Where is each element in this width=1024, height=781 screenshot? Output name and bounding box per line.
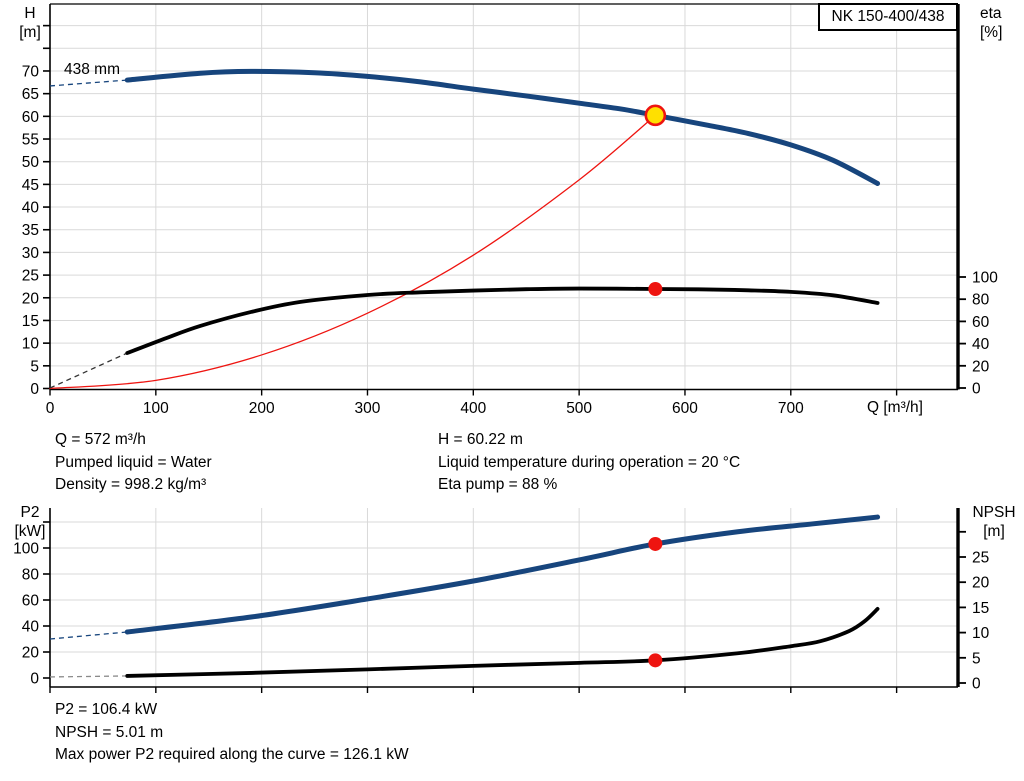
op-pumped-liquid: Pumped liquid = Water <box>55 453 212 471</box>
svg-text:55: 55 <box>22 132 39 149</box>
svg-text:15: 15 <box>22 313 39 330</box>
svg-text:0: 0 <box>46 400 55 417</box>
h-curve-dashed-lead <box>49 79 128 87</box>
svg-text:20: 20 <box>972 358 990 375</box>
svg-text:65: 65 <box>22 86 39 103</box>
npsh-axis-label: NPSH [m] <box>966 503 1022 541</box>
svg-text:20: 20 <box>22 645 40 662</box>
svg-text:5: 5 <box>30 358 39 375</box>
svg-text:25: 25 <box>972 550 989 567</box>
result-max-power: Max power P2 required along the curve = … <box>55 746 409 763</box>
chart-tick-labels: 0510152025303540455055606570020406080100… <box>22 63 998 417</box>
duty-point-npsh <box>648 653 663 668</box>
p2-axis-label: P2 [kW] <box>10 503 50 541</box>
operating-data-left-column: Q = 572 m³/h Pumped liquid = Water Densi… <box>55 429 212 497</box>
eta-axis-label-line1: eta <box>980 5 1002 22</box>
svg-text:10: 10 <box>22 336 40 353</box>
npsh-axis-label-line1: NPSH <box>972 504 1016 521</box>
chart-tick-labels: 0 20 40 60 80 100 0 5 10 15 20 25 <box>13 541 989 693</box>
eta-curve-dashed-lead <box>49 352 128 389</box>
chart-axes <box>43 508 966 693</box>
h-axis-label: H [m] <box>12 4 48 42</box>
svg-text:300: 300 <box>355 400 381 417</box>
svg-text:70: 70 <box>22 63 40 80</box>
svg-text:5: 5 <box>972 650 981 667</box>
system-curve <box>49 114 656 390</box>
svg-text:25: 25 <box>22 268 39 285</box>
svg-text:100: 100 <box>13 541 39 558</box>
svg-text:0: 0 <box>30 381 39 398</box>
eta-axis-label-line2: [%] <box>980 24 1003 41</box>
op-liquid-temperature: Liquid temperature during operation = 20… <box>438 453 741 471</box>
h-curve <box>124 68 881 186</box>
op-head-value: H = 60.22 m <box>438 431 523 448</box>
h-axis-label-line2: [m] <box>19 24 41 41</box>
duty-point-p2 <box>648 536 663 551</box>
svg-text:20: 20 <box>22 290 40 307</box>
chart-gridlines <box>50 508 958 687</box>
svg-text:600: 600 <box>672 400 698 417</box>
svg-text:40: 40 <box>22 200 40 217</box>
op-flow-value: Q = 572 m³/h <box>55 431 146 448</box>
svg-text:40: 40 <box>972 336 990 353</box>
p2-curve-dashed-lead <box>49 631 128 640</box>
p2-axis-label-line2: [kW] <box>14 523 46 540</box>
svg-text:40: 40 <box>22 619 40 636</box>
svg-text:45: 45 <box>22 177 39 194</box>
svg-text:500: 500 <box>566 400 592 417</box>
svg-text:0: 0 <box>30 671 39 688</box>
pump-model-badge: NK 150-400/438 <box>818 3 958 31</box>
svg-text:0: 0 <box>972 676 981 693</box>
svg-text:50: 50 <box>22 154 40 171</box>
p2-axis-label-line1: P2 <box>20 504 40 521</box>
impeller-diameter-label: 438 mm <box>64 61 120 78</box>
result-data-column: P2 = 106.4 kW NPSH = 5.01 m Max power P2… <box>55 699 409 767</box>
svg-text:35: 35 <box>22 222 39 239</box>
eta-axis-label: eta [%] <box>980 4 1024 42</box>
svg-text:700: 700 <box>778 400 804 417</box>
op-eta-pump: Eta pump = 88 % <box>438 476 558 493</box>
duty-point-head <box>644 104 667 127</box>
operating-data-right-column: H = 60.22 m Liquid temperature during op… <box>438 429 740 497</box>
q-axis-label: Q [m³/h] <box>867 399 923 416</box>
hq-chart: 0510152025303540455055606570020406080100… <box>22 3 998 417</box>
svg-text:0: 0 <box>972 381 981 398</box>
power-npsh-chart: 0 20 40 60 80 100 0 5 10 15 20 25 <box>13 508 990 693</box>
svg-text:400: 400 <box>460 400 486 417</box>
result-p2: P2 = 106.4 kW <box>55 701 158 718</box>
npsh-axis-label-line2: [m] <box>983 523 1005 540</box>
svg-text:15: 15 <box>972 600 989 617</box>
svg-text:60: 60 <box>22 109 40 126</box>
svg-text:100: 100 <box>143 400 169 417</box>
svg-text:80: 80 <box>972 292 990 309</box>
svg-text:20: 20 <box>972 575 990 592</box>
svg-text:200: 200 <box>249 400 275 417</box>
svg-text:30: 30 <box>22 245 40 262</box>
svg-text:80: 80 <box>22 567 40 584</box>
eta-curve <box>125 286 880 355</box>
svg-text:100: 100 <box>972 270 998 287</box>
svg-text:10: 10 <box>972 625 990 642</box>
npsh-curve-dashed-lead <box>49 675 128 678</box>
p2-curve <box>124 514 881 635</box>
duty-point-eta <box>648 281 663 296</box>
result-npsh: NPSH = 5.01 m <box>55 723 164 741</box>
op-density: Density = 998.2 kg/m³ <box>55 476 207 493</box>
chart-axes <box>43 3 966 396</box>
h-axis-label-line1: H <box>24 5 36 22</box>
svg-text:60: 60 <box>22 593 40 610</box>
svg-text:60: 60 <box>972 314 990 331</box>
